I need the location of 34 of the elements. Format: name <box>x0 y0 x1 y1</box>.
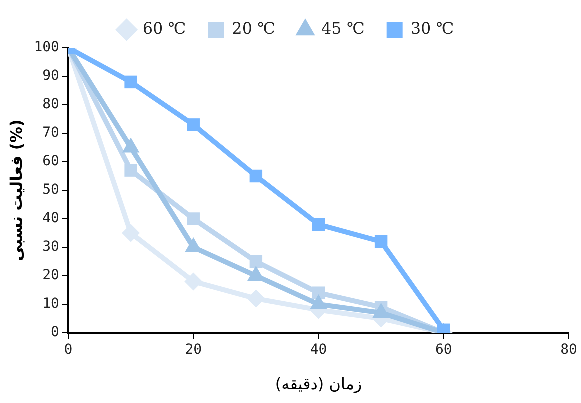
x-tick-label: 20 <box>185 342 202 358</box>
y-tick-label: 30 <box>42 239 60 256</box>
y-tick-label: 70 <box>42 125 60 142</box>
point <box>374 235 388 248</box>
x-tick-label: 80 <box>560 342 578 358</box>
y-tick-label: 50 <box>42 182 60 198</box>
legend-label: 60 ℃ <box>142 19 186 38</box>
y-tick-label: 20 <box>42 268 60 284</box>
point <box>247 290 266 308</box>
point <box>250 255 263 268</box>
legend-label: 30 ℃ <box>410 19 454 38</box>
point <box>312 286 326 300</box>
point <box>184 272 203 291</box>
y-tick-label: 40 <box>42 210 60 227</box>
point <box>250 170 263 183</box>
point <box>187 212 200 226</box>
y-tick-label: 100 <box>34 40 60 56</box>
point <box>187 118 200 132</box>
y-tick-label: 10 <box>42 296 60 312</box>
x-tick-label: 60 <box>435 342 452 358</box>
x-axis-title: زمان (دقیقه) <box>275 374 362 394</box>
x-tick-label: 0 <box>64 342 73 358</box>
y-tick-label: 90 <box>42 68 60 84</box>
y-tick-label: 80 <box>42 96 60 113</box>
y-tick-label: 60 <box>42 154 60 170</box>
legend-label: 45 ℃ <box>322 19 365 38</box>
legend-label: 20 ℃ <box>232 19 276 38</box>
point <box>124 76 138 89</box>
point <box>122 224 140 242</box>
point <box>124 164 138 177</box>
y-tick-label: 0 <box>51 324 60 341</box>
point <box>312 218 326 232</box>
y-axis-title: فعالیت نسبی (%) <box>6 120 26 262</box>
x-tick-label: 40 <box>310 342 328 358</box>
